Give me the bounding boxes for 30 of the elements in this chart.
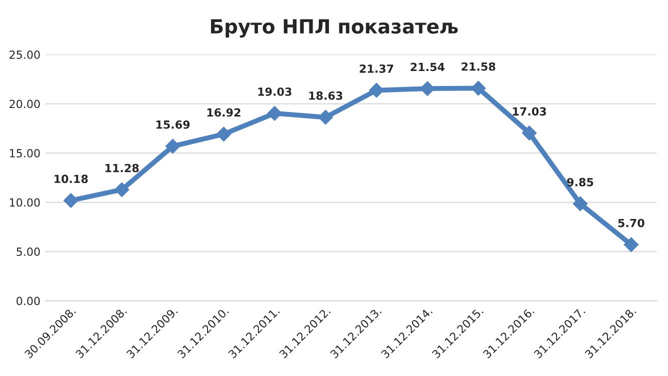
data-label: 19.03 <box>258 87 292 96</box>
point <box>63 193 78 208</box>
point <box>522 126 537 140</box>
y-tick-label: 5.00 <box>16 248 40 256</box>
data-label: 21.58 <box>462 62 496 71</box>
data-label: 9.85 <box>567 178 594 186</box>
data-label: 16.92 <box>207 108 240 117</box>
y-tick-label: 10.00 <box>10 198 40 207</box>
point <box>572 196 588 212</box>
point <box>165 138 180 154</box>
point <box>267 106 282 121</box>
data-label: 18.63 <box>309 91 342 100</box>
data-label: 15.69 <box>156 120 190 129</box>
point <box>624 237 639 252</box>
data-label: 5.70 <box>618 218 644 228</box>
data-label: 21.54 <box>410 62 444 72</box>
data-label: 17.03 <box>512 107 546 116</box>
point <box>114 182 130 198</box>
data-label: 10.18 <box>54 174 88 184</box>
point <box>420 81 435 96</box>
y-tick-label: 20.00 <box>10 100 40 108</box>
y-tick-label: 15.00 <box>10 149 40 158</box>
point <box>318 110 333 125</box>
chart-title: Бруто НПЛ показатељ <box>211 19 458 38</box>
data-label: 11.28 <box>106 164 139 172</box>
y-tick-label: 25.00 <box>10 50 40 59</box>
point <box>369 82 384 98</box>
point <box>216 126 232 142</box>
y-tick-label: 0.00 <box>16 296 40 306</box>
data-label: 21.37 <box>360 64 394 73</box>
